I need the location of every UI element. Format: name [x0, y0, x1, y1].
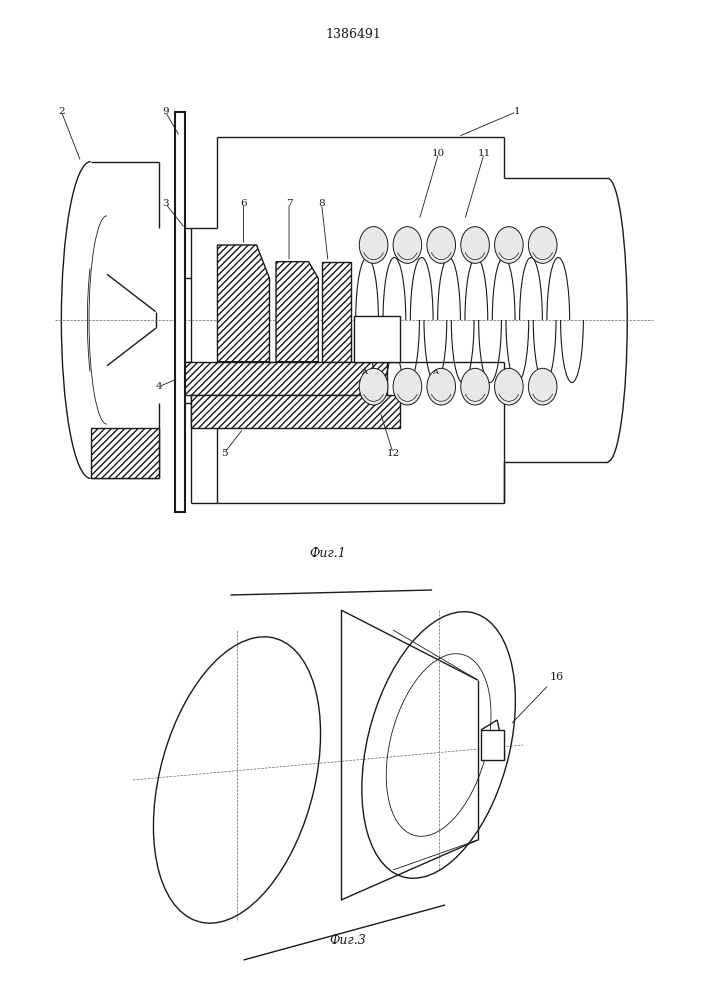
- Polygon shape: [218, 245, 269, 362]
- Text: 10: 10: [432, 149, 445, 158]
- Circle shape: [461, 227, 489, 263]
- Text: 2: 2: [58, 107, 64, 116]
- Circle shape: [461, 368, 489, 405]
- Circle shape: [495, 368, 523, 405]
- Circle shape: [359, 368, 388, 405]
- Circle shape: [393, 368, 421, 405]
- Text: 11: 11: [477, 149, 491, 158]
- Polygon shape: [276, 262, 318, 362]
- Circle shape: [427, 368, 455, 405]
- Text: A: A: [433, 368, 438, 376]
- Circle shape: [393, 227, 421, 263]
- Text: 1: 1: [513, 107, 520, 116]
- Polygon shape: [175, 362, 387, 395]
- Text: 16: 16: [512, 672, 563, 723]
- Text: 4: 4: [156, 382, 162, 391]
- Bar: [175, 112, 185, 512]
- Circle shape: [495, 227, 523, 263]
- Text: Фиг.3: Фиг.3: [329, 934, 366, 946]
- Polygon shape: [192, 395, 399, 428]
- Text: A: A: [361, 368, 367, 376]
- Text: 1386491: 1386491: [325, 28, 382, 41]
- Text: 7: 7: [286, 199, 292, 208]
- Text: 3: 3: [162, 199, 169, 208]
- Text: Фиг.1: Фиг.1: [310, 547, 346, 560]
- Text: 6: 6: [240, 199, 247, 208]
- Text: 9: 9: [162, 107, 169, 116]
- Text: 5: 5: [221, 449, 227, 458]
- Bar: [354, 316, 399, 362]
- Polygon shape: [90, 428, 159, 478]
- Text: 8: 8: [318, 199, 325, 208]
- Circle shape: [427, 227, 455, 263]
- Circle shape: [528, 368, 557, 405]
- Circle shape: [359, 227, 388, 263]
- Polygon shape: [322, 262, 351, 362]
- Bar: [481, 730, 503, 760]
- Circle shape: [528, 227, 557, 263]
- Text: 12: 12: [387, 449, 399, 458]
